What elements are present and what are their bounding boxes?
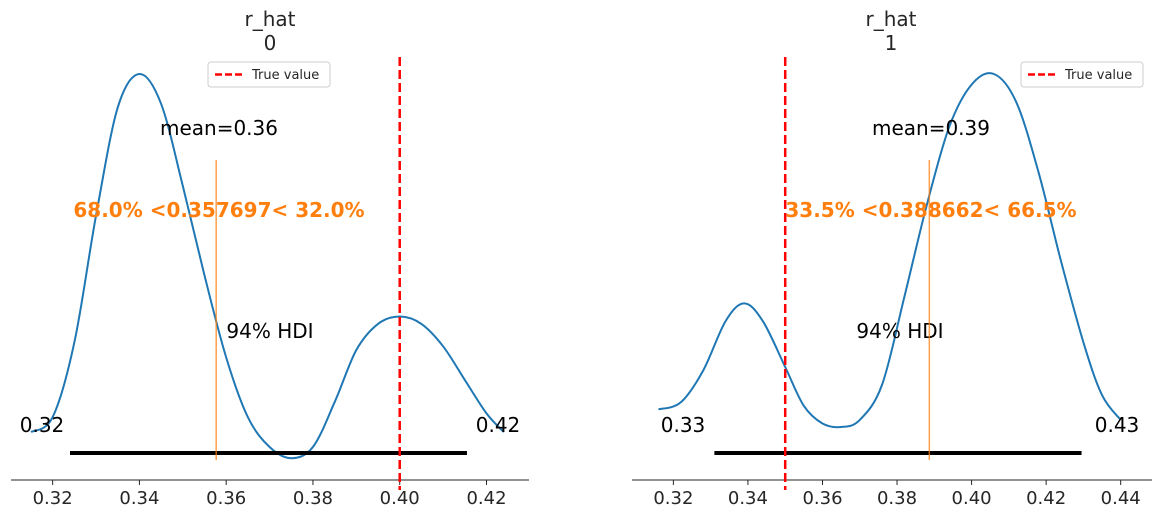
legend-box (207, 61, 331, 88)
hdi-low-label: 0.32 (20, 413, 65, 437)
x-tick-label: 0.40 (380, 488, 420, 509)
x-tick-label: 0.38 (877, 488, 917, 509)
hdi-high-label: 0.42 (476, 413, 521, 437)
x-tick-label: 0.40 (952, 488, 992, 509)
hdi-low-label: 0.33 (661, 413, 706, 437)
x-tick-label: 0.38 (293, 488, 333, 509)
x-tick-label: 0.34 (119, 488, 159, 509)
hdi-label: 94% HDI (856, 319, 943, 343)
panel-subtitle: 0 (264, 31, 277, 55)
x-tick-label: 0.36 (802, 488, 842, 509)
hdi-high-label: 0.43 (1095, 413, 1140, 437)
density-curve-line (658, 72, 1122, 429)
ref-value-text: 33.5% <0.388662< 66.5% (785, 198, 1076, 222)
x-tick-label: 0.42 (1026, 488, 1066, 509)
panel-title: r_hat (866, 7, 917, 31)
mean-label: mean=0.36 (160, 116, 278, 140)
mean-label: mean=0.39 (872, 116, 990, 140)
x-tick-label: 0.32 (33, 488, 73, 509)
x-tick-label: 0.42 (466, 488, 506, 509)
x-tick-label: 0.44 (1101, 488, 1141, 509)
panel-title: r_hat (245, 7, 296, 31)
x-tick-label: 0.36 (206, 488, 246, 509)
x-tick-label: 0.32 (653, 488, 693, 509)
x-tick-label: 0.34 (728, 488, 768, 509)
legend-box (1020, 61, 1144, 88)
density-curve-line (30, 73, 505, 460)
ref-value-text: 68.0% <0.357697< 32.0% (73, 198, 364, 222)
legend-label-true-value: True value (251, 68, 319, 83)
legend-label-true-value: True value (1064, 68, 1132, 83)
panel-subtitle: 1 (885, 31, 898, 55)
hdi-label: 94% HDI (226, 319, 313, 343)
